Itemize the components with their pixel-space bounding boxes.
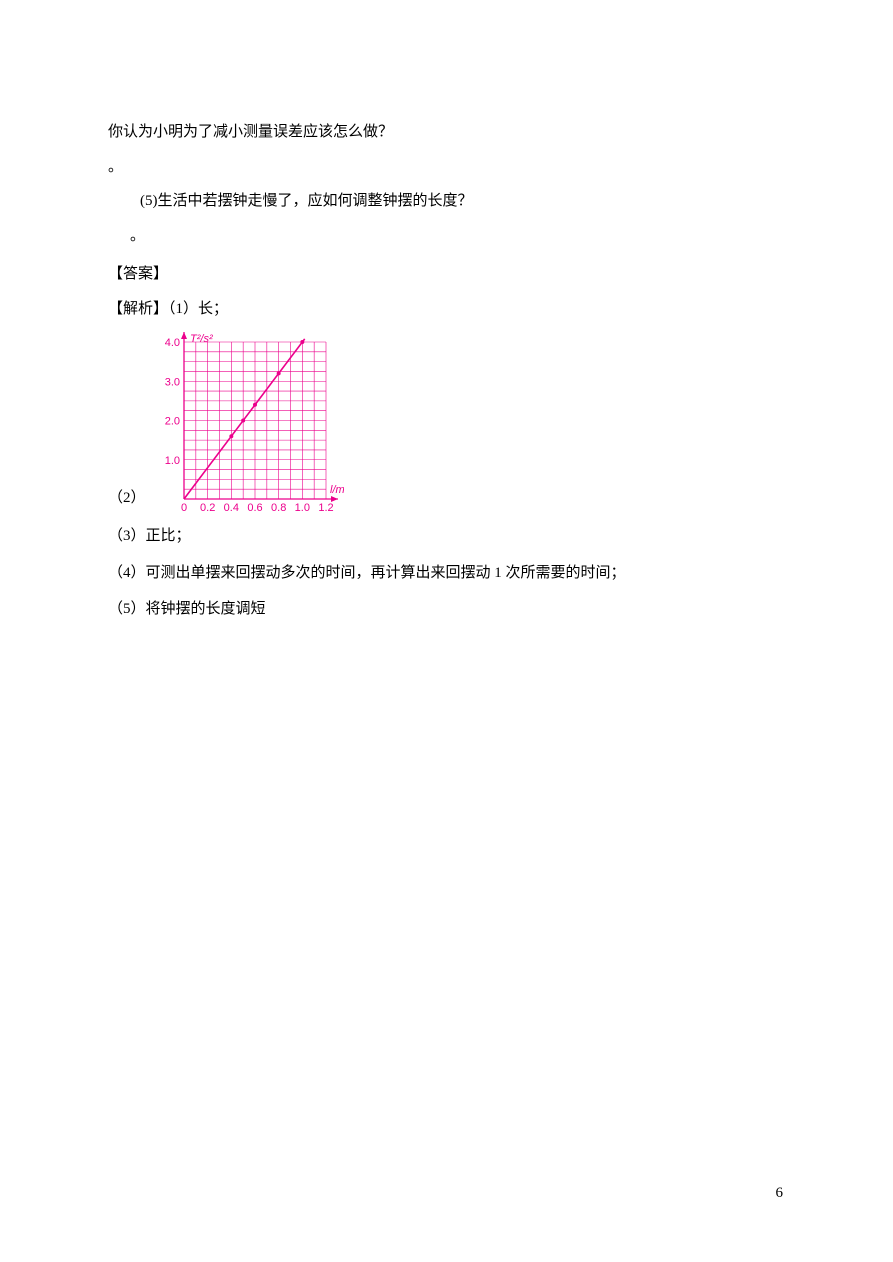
period-mark: 。: [108, 150, 785, 185]
svg-text:1.2: 1.2: [318, 502, 333, 514]
svg-text:1.0: 1.0: [294, 502, 309, 514]
solution-5: （5）将钟摆的长度调短: [108, 592, 785, 627]
question-5: (5)生活中若摆钟走慢了，应如何调整钟摆的长度？: [108, 184, 785, 219]
svg-text:0.2: 0.2: [200, 502, 215, 514]
svg-text:0.6: 0.6: [247, 502, 262, 514]
solution-4: （4）可测出单摆来回摆动多次的时间，再计算出来回摆动 1 次所需要的时间；: [108, 556, 785, 591]
page-number: 6: [776, 1185, 784, 1202]
question-line: 你认为小明为了减小测量误差应该怎么做？: [108, 115, 785, 150]
page-body: 你认为小明为了减小测量误差应该怎么做？ 。 (5)生活中若摆钟走慢了，应如何调整…: [0, 0, 893, 627]
svg-text:3.0: 3.0: [164, 376, 179, 388]
solution-2-row: （2） 0 0.2 0.4 0.6 0.8 1.0 1.2 1.0 2.0 3.0 4.0 l/m T²…: [108, 332, 785, 517]
svg-text:1.0: 1.0: [164, 455, 179, 467]
svg-text:0: 0: [180, 502, 186, 514]
svg-text:0.8: 0.8: [271, 502, 286, 514]
period-mark: 。: [108, 219, 785, 254]
svg-text:T²/s²: T²/s²: [190, 333, 213, 345]
t2-vs-l-chart: 0 0.2 0.4 0.6 0.8 1.0 1.2 1.0 2.0 3.0 4.0 l/m T²/s²: [154, 332, 344, 517]
svg-text:4.0: 4.0: [164, 337, 179, 349]
svg-text:l/m: l/m: [330, 484, 344, 496]
svg-text:2.0: 2.0: [164, 416, 179, 428]
solution-3: （3）正比；: [108, 519, 785, 554]
solution-1: 【解析】（1）长；: [108, 292, 785, 327]
svg-text:0.4: 0.4: [223, 502, 238, 514]
solution-2-label: （2）: [108, 481, 154, 518]
answer-header: 【答案】: [108, 257, 785, 292]
